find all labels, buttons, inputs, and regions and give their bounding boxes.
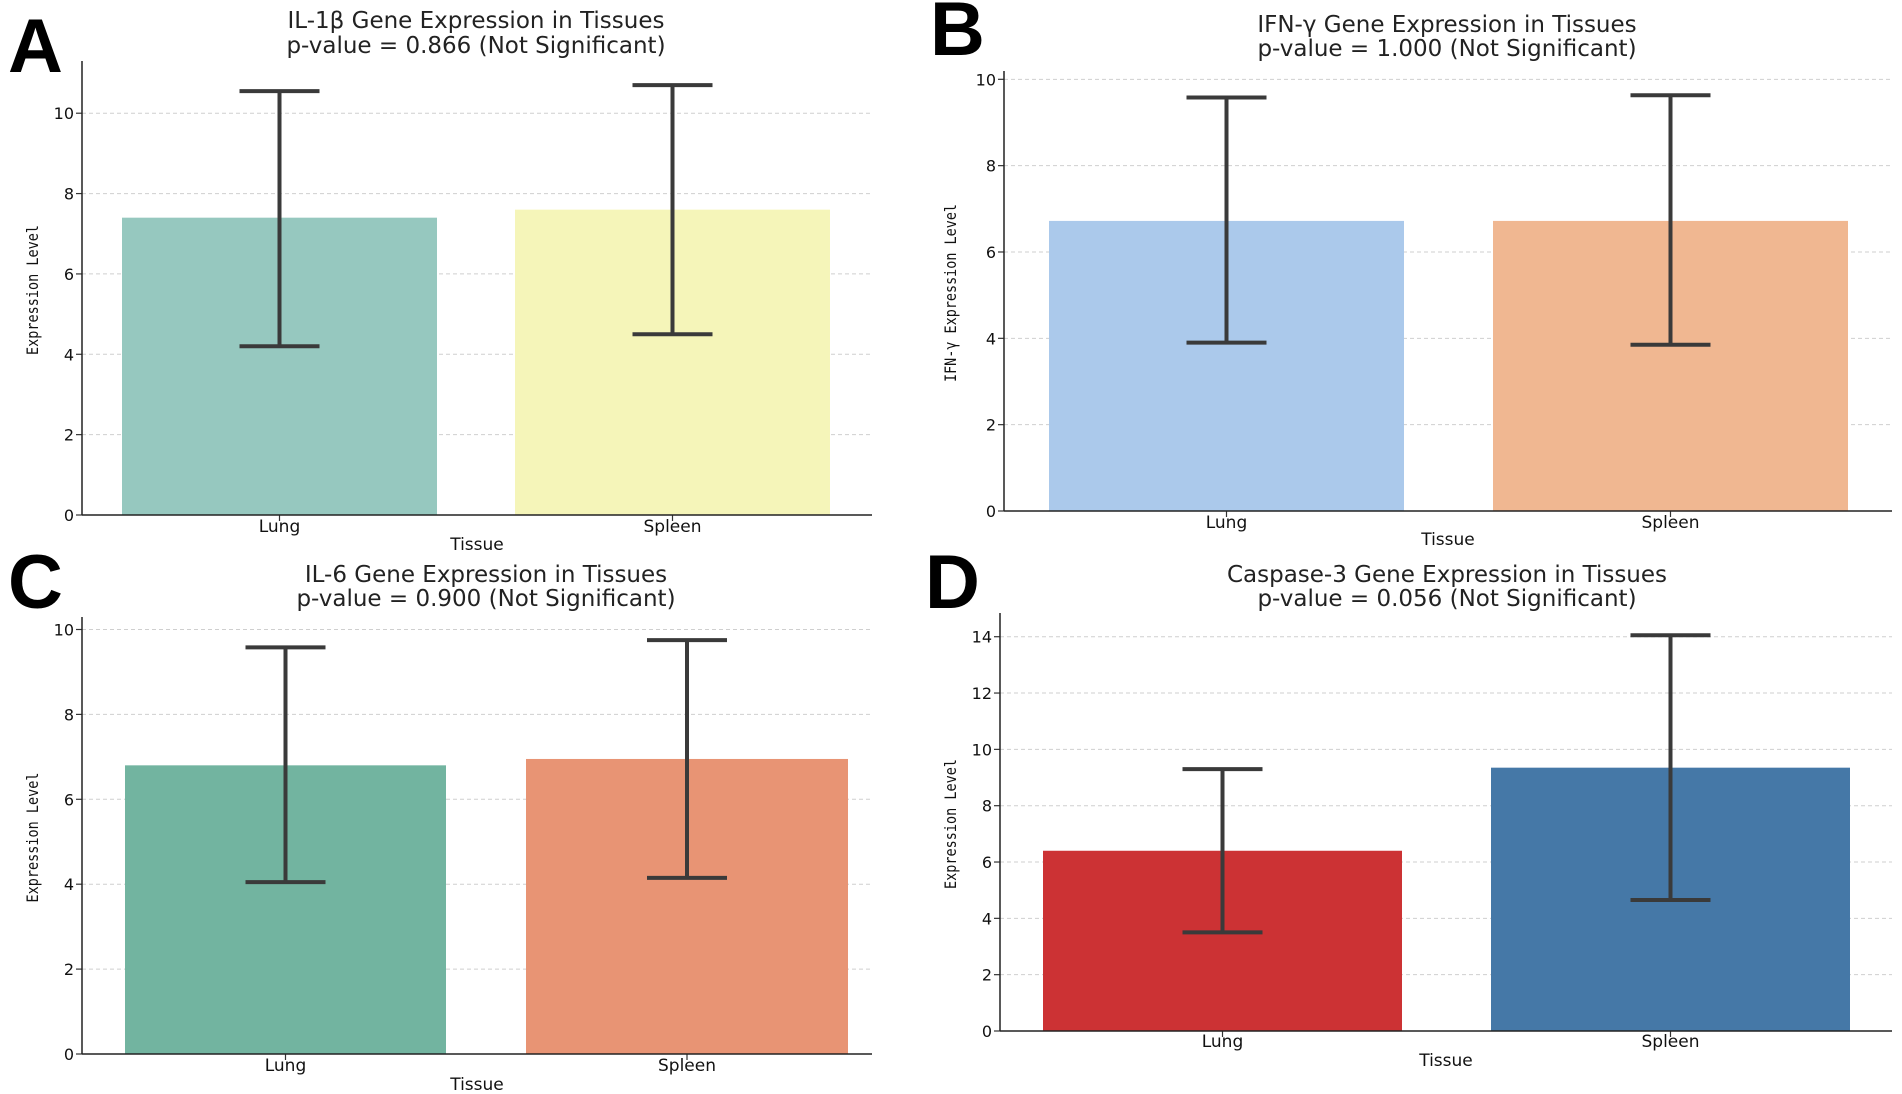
y-tick-label: 0 (986, 502, 996, 521)
y-tick-label: 8 (64, 185, 74, 204)
y-tick-label: 2 (64, 426, 74, 445)
x-tick-label: Spleen (1642, 513, 1700, 533)
chart-subtitle: p-value = 0.900 (Not Significant) (296, 586, 675, 612)
y-tick-label: 4 (982, 909, 992, 928)
panel-letter: B (930, 0, 985, 72)
y-tick-label: 8 (982, 797, 992, 816)
y-tick-label: 10 (54, 104, 74, 123)
y-tick-label: 10 (976, 70, 996, 89)
chart-title: Caspase-3 Gene Expression in Tissues (1227, 562, 1667, 588)
y-tick-label: 4 (64, 875, 74, 894)
chart-subtitle: p-value = 0.866 (Not Significant) (286, 33, 665, 59)
y-tick-label: 10 (972, 740, 992, 759)
panel-d: D Caspase-3 Gene Expression in Tissuesp-v… (925, 540, 1892, 1071)
y-tick-label: 14 (972, 628, 992, 647)
y-tick-label: 2 (986, 416, 996, 435)
panel-b: B IFN-γ Gene Expression in Tissuesp-value… (930, 0, 1892, 550)
x-tick-label: Lung (259, 517, 301, 537)
panel-c: C IL-6 Gene Expression in Tissuesp-value … (8, 540, 872, 1094)
x-tick-label: Spleen (644, 517, 702, 537)
y-tick-label: 4 (64, 345, 74, 364)
x-axis-label: Tissue (449, 535, 504, 555)
y-tick-label: 6 (982, 853, 992, 872)
y-axis-label: Expression Level (23, 773, 42, 903)
panel-letter: C (8, 540, 63, 625)
y-tick-label: 6 (986, 243, 996, 262)
y-tick-label: 6 (64, 265, 74, 284)
y-tick-label: 2 (982, 966, 992, 985)
chart-subtitle: p-value = 0.056 (Not Significant) (1257, 586, 1636, 612)
panel-a: A IL-1β Gene Expression in Tissuesp-value… (8, 4, 872, 555)
y-axis-label: Expression Level (23, 225, 42, 355)
x-axis-label: Tissue (1420, 530, 1475, 550)
chart-title: IL-6 Gene Expression in Tissues (305, 562, 667, 588)
x-axis-label: Tissue (449, 1075, 504, 1094)
x-tick-label: Lung (1202, 1032, 1244, 1052)
chart-title: IFN-γ Gene Expression in Tissues (1257, 12, 1636, 38)
x-tick-label: Lung (265, 1056, 307, 1076)
y-tick-label: 8 (64, 705, 74, 724)
y-tick-label: 12 (972, 684, 992, 703)
y-tick-label: 2 (64, 960, 74, 979)
panel-letter: D (925, 540, 980, 625)
y-tick-label: 0 (982, 1022, 992, 1041)
panel-letter: A (8, 4, 63, 89)
y-axis-label: Expression Level (941, 759, 960, 889)
y-tick-label: 4 (986, 329, 996, 348)
y-tick-label: 0 (64, 1045, 74, 1064)
y-axis-label: IFN-γ Expression Level (941, 204, 960, 382)
y-tick-label: 10 (54, 620, 74, 639)
x-tick-label: Spleen (1642, 1032, 1700, 1052)
y-tick-label: 8 (986, 157, 996, 176)
x-axis-label: Tissue (1418, 1051, 1473, 1071)
x-tick-label: Spleen (658, 1056, 716, 1076)
chart-subtitle: p-value = 1.000 (Not Significant) (1257, 36, 1636, 62)
y-tick-label: 0 (64, 506, 74, 525)
y-tick-label: 6 (64, 790, 74, 809)
chart-title: IL-1β Gene Expression in Tissues (288, 8, 665, 34)
x-tick-label: Lung (1206, 513, 1248, 533)
